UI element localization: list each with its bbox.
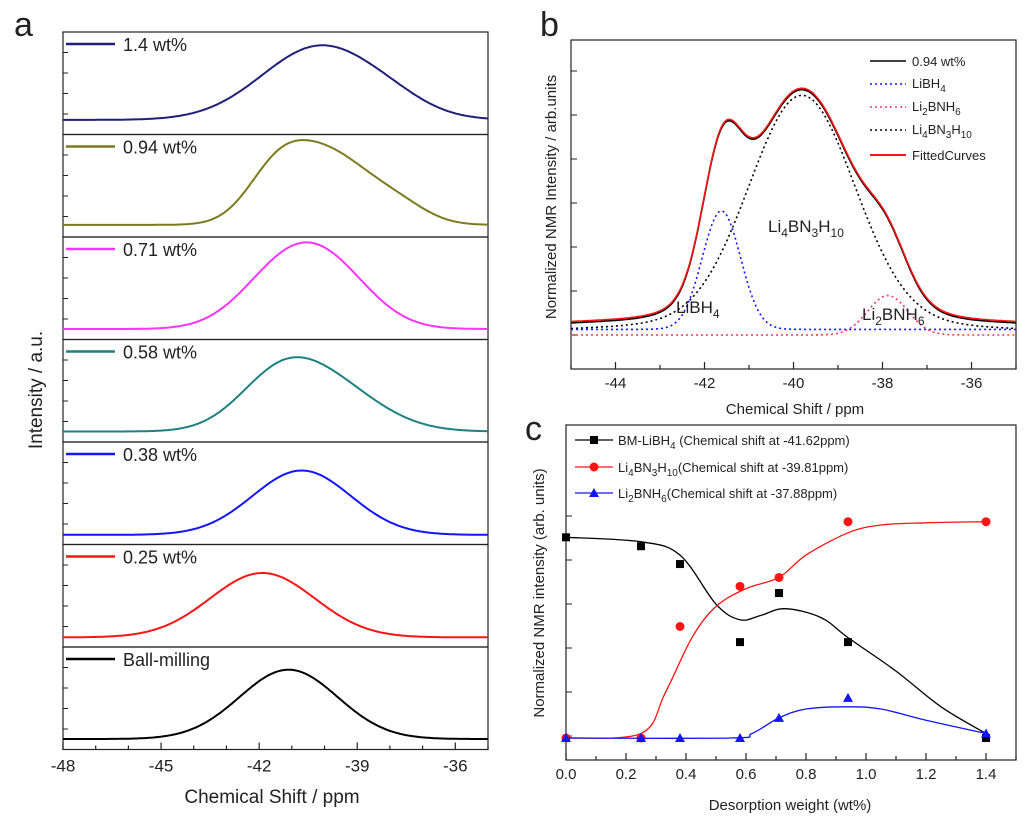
panel-b-annotation-li2bnh6: Li2BNH6 <box>862 305 925 328</box>
panel-b-x-axis-title: Chemical Shift / ppm <box>726 401 864 418</box>
panel-a-x-tick-label: -39 <box>345 757 370 776</box>
panel-c-point-li2bnh6 <box>561 733 571 742</box>
panel-a-x-tick-label: -42 <box>247 757 272 776</box>
panel-a-spectrum-line <box>63 139 489 226</box>
panel-a-letter: a <box>14 6 33 44</box>
panel-b-letter: b <box>540 6 559 44</box>
panel-c-point-li2bnh6 <box>735 733 745 742</box>
panel-a-x-axis-title: Chemical Shift / ppm <box>184 787 359 808</box>
panel-c-point-li4bn3h10 <box>735 581 745 591</box>
panel-c-point-li2bnh6 <box>981 728 991 738</box>
panel-a-legend-label: 0.71 wt% <box>123 240 197 260</box>
panel-c-x-tick-label: 0.0 <box>556 766 577 783</box>
panel-c-point-bm-libh4 <box>982 734 990 742</box>
panel-c-frame <box>565 424 1017 761</box>
panel-c: 0.0 0.2 0.4 0.6 0.8 1.0 1.2 1.4 <box>556 424 1017 783</box>
panel-a-legend-label: 0.58 wt% <box>123 343 197 363</box>
panel-c-x-tick-label: 0.4 <box>676 766 697 783</box>
panel-a-x-tick-label: -48 <box>51 757 76 776</box>
panel-a-spectrum-line <box>63 469 488 536</box>
legend-li2bnh6: Li2BNH6 <box>912 99 961 118</box>
panel-a-subplot-frame <box>62 646 489 751</box>
panel-c-point-bm-libh4 <box>775 589 783 598</box>
panel-c-point-li4bn3h10 <box>843 517 853 527</box>
panel-a-spectrum-line <box>63 668 488 740</box>
panel-c-point-bm-libh4 <box>637 542 645 551</box>
panel-a-legend-label: 1.4 wt% <box>123 35 187 55</box>
panel-a-x-tick-label: -45 <box>149 757 174 776</box>
panel-a: 1.4 wt% 0.94 wt% 0.71 wt% 0.58 wt% 0.38 wt% 0… <box>51 31 489 776</box>
panel-a-legend-label: 0.25 wt% <box>123 548 197 568</box>
panel-c-point-li4bn3h10 <box>981 517 991 527</box>
panel-c-point-li4bn3h10 <box>675 622 685 631</box>
panel-b-annotation-libh4: LiBH4 <box>676 298 720 321</box>
panel-c-point-bm-libh4 <box>736 638 744 647</box>
panel-c-x-tick-label: 1.0 <box>856 766 877 783</box>
panel-b-x-tick-label: -44 <box>605 375 627 392</box>
panel-c-x-axis-title: Desorption weight (wt%) <box>709 797 872 814</box>
panel-c-point-li2bnh6 <box>636 733 646 742</box>
panel-b: -44 -42 -40 -38 -36 <box>570 39 1017 392</box>
panel-c-x-tick-label: 0.2 <box>616 766 637 783</box>
panel-c-x-tick-label: 0.8 <box>796 766 817 783</box>
panel-c-y-axis-title: Normalized NMR intensity (arb. units) <box>531 468 548 717</box>
panel-a-spectrum-line <box>63 356 488 433</box>
panel-a-spectrum-line <box>63 572 488 639</box>
panel-c-x-tick-label: 1.2 <box>916 766 937 783</box>
panel-b-x-tick-label: -38 <box>872 375 894 392</box>
legend-fitted: FittedCurves <box>912 148 986 163</box>
panel-c-point-li2bnh6 <box>774 712 784 722</box>
panel-a-spectrum-line <box>63 241 488 330</box>
panel-c-point-bm-libh4 <box>562 533 570 542</box>
panel-a-y-axis-title: Intensity / a.u. <box>26 331 47 449</box>
legend-marker-li4bn3h10 <box>589 462 599 472</box>
legend-marker-li2bnh6 <box>589 488 599 497</box>
panel-b-fitted-curve <box>570 87 1016 323</box>
panel-c-point-bm-libh4 <box>676 560 684 569</box>
panel-c-point-li2bnh6 <box>675 733 685 742</box>
legend-measured: 0.94 wt% <box>912 54 966 69</box>
panel-c-legend: BM-LiBH4 (Chemical shift at -41.62ppm) L… <box>575 433 850 505</box>
panel-c-series-line <box>565 536 987 735</box>
legend-li4bn3h10: Li4BN3H10 <box>912 122 972 141</box>
panel-c-letter: c <box>525 410 542 448</box>
panel-c-x-tick-label: 1.4 <box>976 766 997 783</box>
panel-c-point-li2bnh6 <box>843 692 853 702</box>
panel-b-x-tick-label: -36 <box>961 375 983 392</box>
panel-b-y-axis-title: Normalized NMR Intensity / arb.units <box>543 75 560 319</box>
panel-b-x-tick-label: -40 <box>783 375 805 392</box>
legend-bm-libh4: BM-LiBH4 (Chemical shift at -41.62ppm) <box>618 433 850 452</box>
panel-b-measured-curve <box>570 88 1016 324</box>
panel-a-legend-label: 0.38 wt% <box>123 445 197 465</box>
legend-marker-bm-libh4 <box>590 436 598 444</box>
panel-a-x-tick-label: -36 <box>443 757 468 776</box>
panel-a-legend-label: 0.94 wt% <box>123 138 197 158</box>
panel-c-series-line <box>565 706 987 739</box>
legend-li2bnh6-c: Li2BNH6(Chemical shift at -37.88ppm) <box>618 486 837 505</box>
legend-libh4: LiBH4 <box>912 76 946 95</box>
panel-a-spectrum-line <box>63 44 489 121</box>
panel-c-x-tick-label: 0.6 <box>736 766 757 783</box>
panel-b-frame <box>570 39 1017 370</box>
panel-c-point-bm-libh4 <box>844 638 852 647</box>
panel-a-legend-label: Ball-milling <box>123 650 210 670</box>
panel-c-point-li4bn3h10 <box>774 572 784 582</box>
legend-li4bn3h10-c: Li4BN3H10(Chemical shift at -39.81ppm) <box>618 460 848 479</box>
panel-c-series-line <box>565 521 987 739</box>
panel-b-annotation-li4bn3h10: Li4BN3H10 <box>768 217 844 240</box>
panel-b-x-tick-label: -42 <box>694 375 716 392</box>
panel-b-legend: 0.94 wt% LiBH4 Li2BNH6 Li4BN3H10 FittedC… <box>870 54 986 163</box>
